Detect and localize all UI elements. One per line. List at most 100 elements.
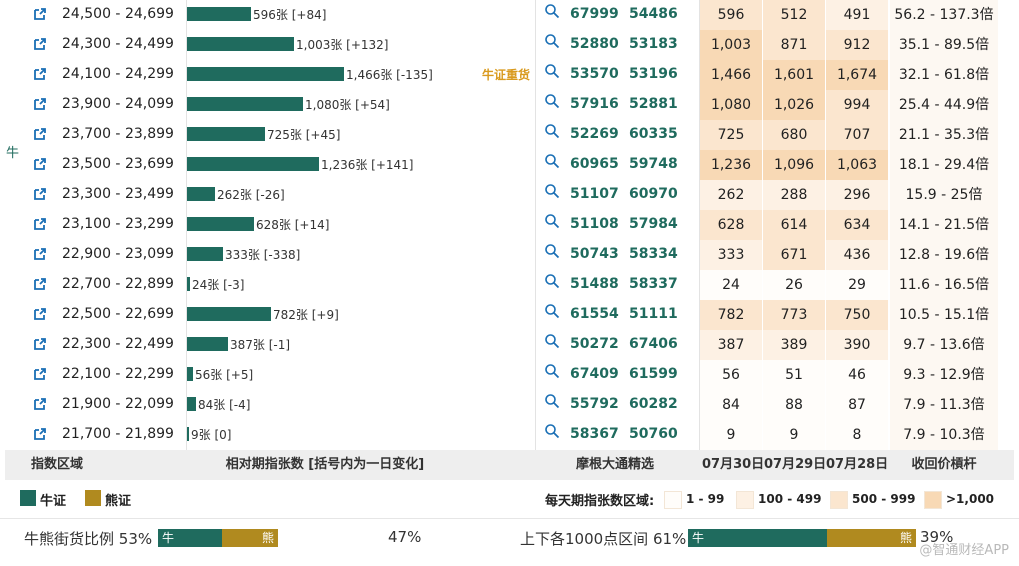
warrant-code-1[interactable]: 53570 [570,66,619,82]
header-picks: 摩根大通精选 [575,457,654,472]
warrant-code-2[interactable]: 52881 [629,96,678,112]
header-date3: 07月28日 [826,457,889,472]
warrant-code-1[interactable]: 58367 [570,426,619,442]
day3-count: 8 [826,420,888,450]
external-link-icon[interactable] [33,37,47,51]
warrant-code-2[interactable]: 54486 [629,6,678,22]
index-range: 22,900 - 23,099 [62,246,174,262]
leverage-range: 9.7 - 13.6倍 [890,330,998,360]
header-date1: 07月30日 [702,457,765,472]
search-icon[interactable] [544,213,560,229]
warrant-code-1[interactable]: 52880 [570,36,619,52]
warrant-code-1[interactable]: 51488 [570,276,619,292]
warrant-code-2[interactable]: 51111 [629,306,678,322]
warrant-code-2[interactable]: 59748 [629,156,678,172]
count-bar [187,367,193,381]
warrant-code-2[interactable]: 58334 [629,246,678,262]
day1-count: 725 [700,120,762,150]
index-range: 24,300 - 24,499 [62,36,174,52]
table-row: 22,100 - 22,299 56张 [+5] 67409 61599 56 … [0,360,1019,390]
header-mult: 收回价槓杆 [911,457,977,472]
search-icon[interactable] [544,363,560,379]
count-bar [187,127,265,141]
day1-count: 1,466 [700,60,762,90]
count-bar-label: 1,080张 [+54] [305,98,390,112]
leverage-range: 7.9 - 11.3倍 [890,390,998,420]
count-bar-label: 725张 [+45] [267,128,341,142]
warrant-code-1[interactable]: 67409 [570,366,619,382]
day1-count: 596 [700,0,762,30]
external-link-icon[interactable] [33,187,47,201]
search-icon[interactable] [544,153,560,169]
heat-swatch-2 [736,490,754,509]
external-link-icon[interactable] [33,7,47,21]
heat-legend-title: 每天期指张数区域: [545,494,655,509]
leverage-range: 18.1 - 29.4倍 [890,150,998,180]
warrant-code-2[interactable]: 58337 [629,276,678,292]
external-link-icon[interactable] [33,157,47,171]
warrant-code-2[interactable]: 67406 [629,336,678,352]
search-icon[interactable] [544,123,560,139]
warrant-code-1[interactable]: 50743 [570,246,619,262]
day1-count: 1,236 [700,150,762,180]
search-icon[interactable] [544,183,560,199]
external-link-icon[interactable] [33,367,47,381]
search-icon[interactable] [544,3,560,19]
warrant-code-2[interactable]: 61599 [629,366,678,382]
search-icon[interactable] [544,423,560,439]
search-icon[interactable] [544,33,560,49]
legend-bull-label: 牛证 [40,494,67,509]
warrant-code-1[interactable]: 57916 [570,96,619,112]
day2-count: 512 [763,0,825,30]
external-link-icon[interactable] [33,67,47,81]
external-link-icon[interactable] [33,307,47,321]
day1-count: 1,003 [700,30,762,60]
day2-count: 9 [763,420,825,450]
warrant-code-2[interactable]: 60970 [629,186,678,202]
warrant-code-1[interactable]: 51107 [570,186,619,202]
search-icon[interactable] [544,93,560,109]
leverage-range: 12.8 - 19.6倍 [890,240,998,270]
external-link-icon[interactable] [33,97,47,111]
day1-count: 782 [700,300,762,330]
external-link-icon[interactable] [33,397,47,411]
warrant-code-1[interactable]: 67999 [570,6,619,22]
ratio-label: 牛熊街货比例 [24,530,115,548]
count-bar [187,97,303,111]
external-link-icon[interactable] [33,277,47,291]
leverage-range: 15.9 - 25倍 [890,180,998,210]
warrant-code-2[interactable]: 60335 [629,126,678,142]
warrant-code-2[interactable]: 53196 [629,66,678,82]
warrant-code-1[interactable]: 50272 [570,336,619,352]
day3-count: 46 [826,360,888,390]
day2-count: 88 [763,390,825,420]
external-link-icon[interactable] [33,127,47,141]
external-link-icon[interactable] [33,247,47,261]
external-link-icon[interactable] [33,427,47,441]
search-icon[interactable] [544,393,560,409]
warrant-code-1[interactable]: 51108 [570,216,619,232]
table-row: 23,500 - 23,699 1,236张 [+141] 60965 5974… [0,150,1019,180]
external-link-icon[interactable] [33,217,47,231]
warrant-code-1[interactable]: 55792 [570,396,619,412]
day2-count: 288 [763,180,825,210]
warrant-code-2[interactable]: 50760 [629,426,678,442]
warrant-code-1[interactable]: 60965 [570,156,619,172]
warrant-code-2[interactable]: 57984 [629,216,678,232]
search-icon[interactable] [544,333,560,349]
leverage-range: 32.1 - 61.8倍 [890,60,998,90]
range-bull-pct: 61% [652,530,687,548]
day1-count: 262 [700,180,762,210]
range-bull-segment: 牛 [688,529,827,547]
count-bar [187,427,189,441]
warrant-code-1[interactable]: 52269 [570,126,619,142]
search-icon[interactable] [544,63,560,79]
warrant-code-2[interactable]: 53183 [629,36,678,52]
warrant-code-2[interactable]: 60282 [629,396,678,412]
external-link-icon[interactable] [33,337,47,351]
search-icon[interactable] [544,273,560,289]
search-icon[interactable] [544,303,560,319]
warrant-code-1[interactable]: 61554 [570,306,619,322]
search-icon[interactable] [544,243,560,259]
day1-count: 1,080 [700,90,762,120]
